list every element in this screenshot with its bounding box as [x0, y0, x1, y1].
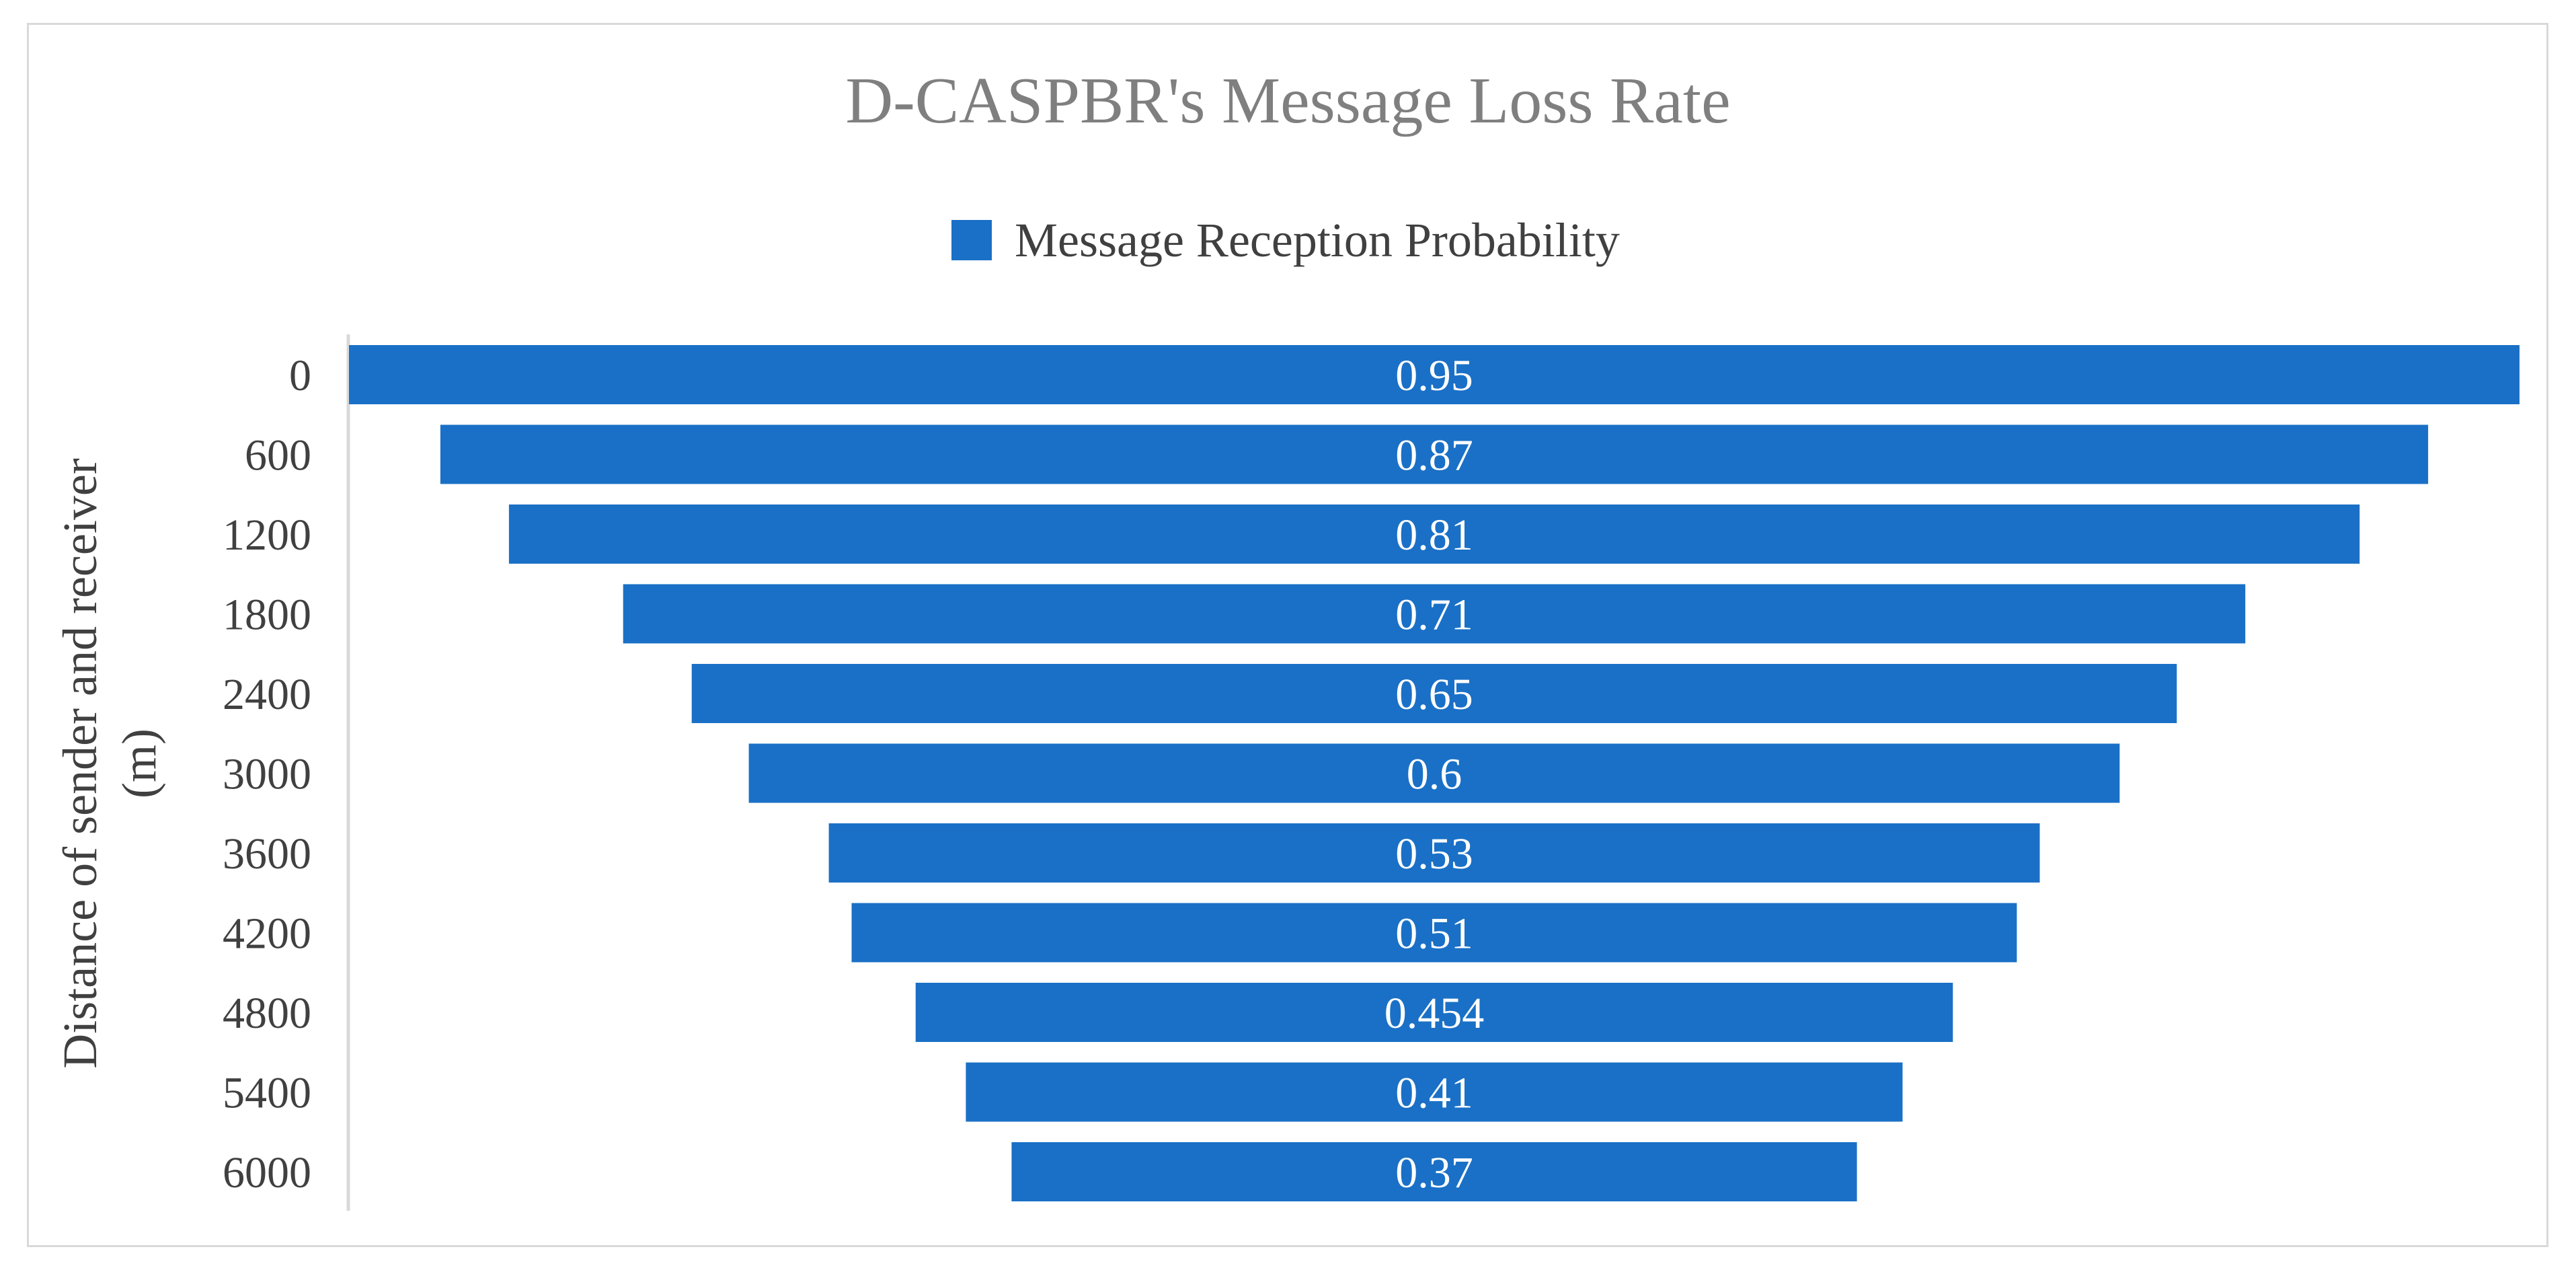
legend: Message Reception Probability — [951, 210, 1620, 270]
bar-3000 — [748, 743, 2120, 803]
data-label-2400: 0.65 — [1395, 670, 1473, 719]
legend-swatch — [951, 220, 992, 260]
bar-0 — [349, 345, 2520, 404]
y-tick-label-5400: 5400 — [223, 1069, 311, 1118]
y-tick-label-600: 600 — [245, 431, 311, 480]
chart-title: D-CASPBR's Message Loss Rate — [845, 65, 1731, 137]
data-label-6000: 0.37 — [1395, 1148, 1473, 1197]
bar-3600 — [828, 823, 2040, 883]
data-label-0: 0.95 — [1395, 351, 1473, 400]
data-label-1800: 0.71 — [1395, 591, 1473, 640]
data-label-4800: 0.454 — [1384, 989, 1485, 1038]
bar-600 — [440, 424, 2429, 484]
bar-1200 — [508, 504, 2360, 564]
data-label-5400: 0.41 — [1395, 1069, 1473, 1118]
legend-label: Message Reception Probability — [1015, 213, 1620, 267]
data-label-600: 0.87 — [1395, 431, 1473, 480]
y-tick-label-4800: 4800 — [223, 989, 311, 1038]
y-tick-label-1800: 1800 — [223, 591, 311, 640]
bar-4200 — [851, 903, 2017, 963]
bar-1800 — [623, 584, 2246, 644]
bar-4800 — [915, 983, 1953, 1042]
y-tick-label-2400: 2400 — [223, 670, 311, 719]
bar-5400 — [966, 1062, 1903, 1122]
y-tick-label-3600: 3600 — [223, 829, 311, 878]
data-label-4200: 0.51 — [1395, 909, 1473, 959]
bar-6000 — [1011, 1142, 1857, 1201]
y-tick-label-1200: 1200 — [223, 511, 311, 560]
y-tick-label-3000: 3000 — [223, 750, 311, 799]
y-tick-label-0: 0 — [289, 351, 311, 400]
data-label-3600: 0.53 — [1395, 829, 1473, 878]
y-tick-label-6000: 6000 — [223, 1148, 311, 1197]
bar-2400 — [691, 664, 2177, 723]
data-label-1200: 0.81 — [1395, 511, 1473, 560]
data-label-3000: 0.6 — [1407, 750, 1462, 799]
y-tick-label-4200: 4200 — [223, 909, 311, 959]
